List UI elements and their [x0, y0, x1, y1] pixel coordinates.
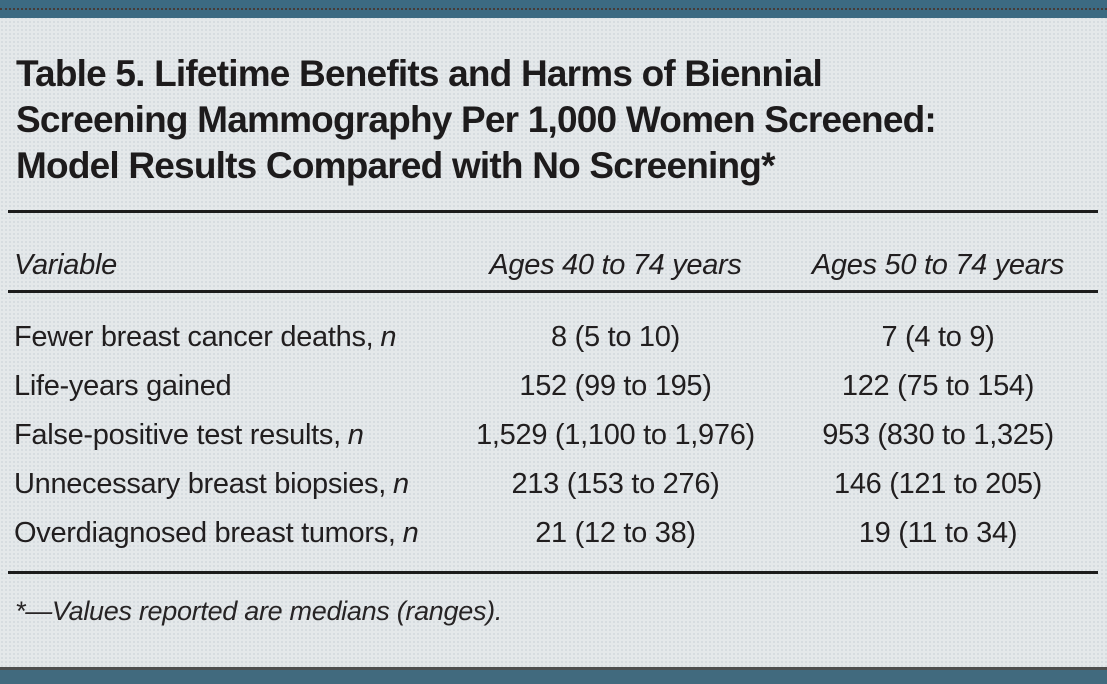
table-row: Fewer breast cancer deaths, n 8 (5 to 10)… [14, 313, 1103, 362]
row-label-n-symbol: n [392, 468, 409, 500]
table-row: Life-years gained 152 (99 to 195) 122 (7… [14, 362, 1103, 411]
row-label-n-symbol: n [402, 517, 419, 549]
table-row: Overdiagnosed breast tumors, n 21 (12 to … [14, 509, 1103, 558]
table-title: Table 5. Lifetime Benefits and Harms of … [16, 51, 1091, 189]
table-header-row: Variable Ages 40 to 74 years Ages 50 to … [14, 243, 1103, 287]
rule-above-footnote [8, 571, 1098, 574]
table-title-line: Table 5. Lifetime Benefits and Harms of … [16, 53, 823, 94]
cell-ages-40-74: 8 (5 to 10) [551, 321, 680, 353]
table-title-line: Model Results Compared with No Screening… [16, 145, 776, 186]
bottom-accent-bar [0, 667, 1107, 684]
cell-ages-50-74: 122 (75 to 154) [841, 370, 1035, 402]
cell-ages-40-74: 1,529 (1,100 to 1,976) [476, 419, 755, 451]
row-label-text: Unnecessary breast biopsies, [14, 468, 387, 500]
rule-below-title [8, 210, 1098, 213]
rule-below-header [8, 290, 1098, 293]
row-label-text: Fewer breast cancer deaths, [14, 321, 374, 353]
row-label: Life-years gained [14, 370, 458, 403]
cell-ages-50-74: 953 (830 to 1,325) [822, 419, 1054, 451]
table-footnote: *—Values reported are medians (ranges). [15, 596, 503, 626]
row-label-text: Overdiagnosed breast tumors, [14, 517, 396, 549]
column-header-ages-50-74: Ages 50 to 74 years [811, 248, 1065, 281]
cell-ages-40-74: 152 (99 to 195) [519, 370, 712, 402]
cell-ages-40-74: 213 (153 to 276) [511, 468, 720, 500]
cell-ages-50-74: 7 (4 to 9) [881, 321, 995, 353]
table-row: Unnecessary breast biopsies, n 213 (153 t… [14, 460, 1103, 509]
cell-ages-50-74: 146 (121 to 205) [833, 468, 1043, 500]
row-label: Overdiagnosed breast tumors, n [14, 517, 458, 550]
row-label-text: False-positive test results, [14, 419, 341, 451]
column-header-ages-40-74: Ages 40 to 74 years [489, 248, 742, 281]
row-label: False-positive test results, n [14, 419, 458, 452]
column-header-variable: Variable [14, 248, 117, 281]
cell-ages-50-74: 19 (11 to 34) [858, 517, 1018, 549]
table-row: False-positive test results, n 1,529 (1,1… [14, 411, 1103, 460]
row-label-text: Life-years gained [14, 370, 232, 402]
top-accent-bar [0, 0, 1107, 18]
table-body: Fewer breast cancer deaths, n 8 (5 to 10)… [0, 313, 1107, 558]
row-label-n-symbol: n [347, 419, 364, 451]
row-label: Fewer breast cancer deaths, n [14, 321, 458, 354]
row-label: Unnecessary breast biopsies, n [14, 468, 458, 501]
cell-ages-40-74: 21 (12 to 38) [535, 517, 696, 549]
dotted-divider-line [0, 8, 1107, 10]
table-title-line: Screening Mammography Per 1,000 Women Sc… [16, 99, 937, 140]
row-label-n-symbol: n [380, 321, 397, 353]
